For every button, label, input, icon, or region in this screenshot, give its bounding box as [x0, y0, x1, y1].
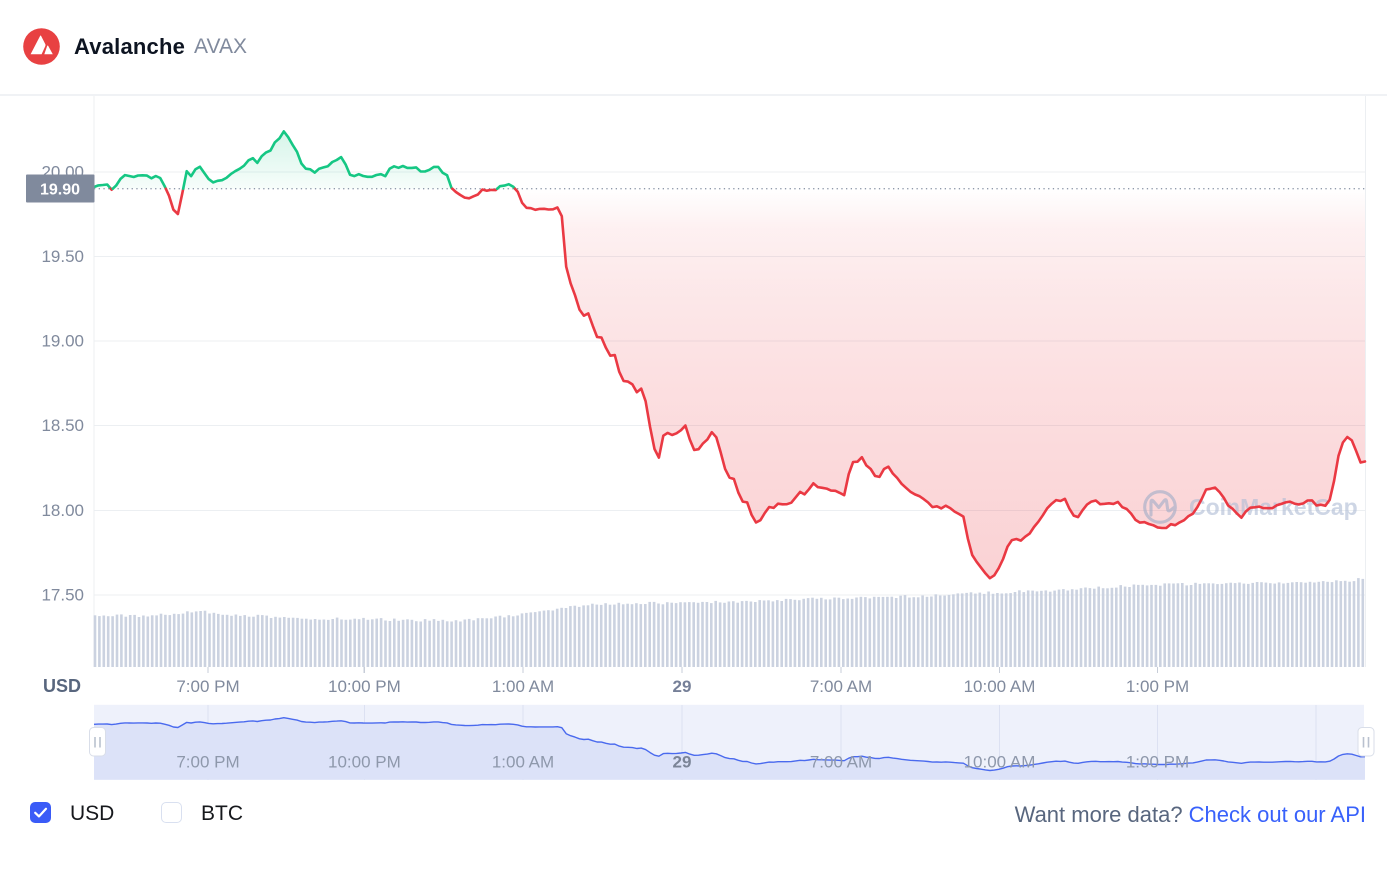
svg-text:29: 29 [673, 677, 692, 696]
svg-text:29: 29 [673, 753, 692, 772]
svg-text:10:00 AM: 10:00 AM [964, 753, 1036, 772]
svg-text:7:00 AM: 7:00 AM [810, 677, 872, 696]
svg-text:10:00 PM: 10:00 PM [328, 753, 401, 772]
svg-text:10:00 AM: 10:00 AM [964, 677, 1036, 696]
svg-text:19.50: 19.50 [41, 247, 84, 266]
svg-text:7:00 PM: 7:00 PM [176, 677, 239, 696]
svg-text:18.50: 18.50 [41, 416, 84, 435]
svg-text:1:00 AM: 1:00 AM [492, 753, 554, 772]
svg-text:7:00 AM: 7:00 AM [810, 753, 872, 772]
svg-text:10:00 PM: 10:00 PM [328, 677, 401, 696]
svg-text:1:00 PM: 1:00 PM [1126, 677, 1189, 696]
svg-text:19.90: 19.90 [40, 182, 80, 199]
svg-text:1:00 PM: 1:00 PM [1126, 753, 1189, 772]
svg-text:7:00 PM: 7:00 PM [176, 753, 239, 772]
svg-text:18.00: 18.00 [41, 501, 84, 520]
svg-text:1:00 AM: 1:00 AM [492, 677, 554, 696]
svg-text:17.50: 17.50 [41, 586, 84, 605]
svg-text:USD: USD [43, 676, 81, 696]
svg-text:19.00: 19.00 [41, 332, 84, 351]
